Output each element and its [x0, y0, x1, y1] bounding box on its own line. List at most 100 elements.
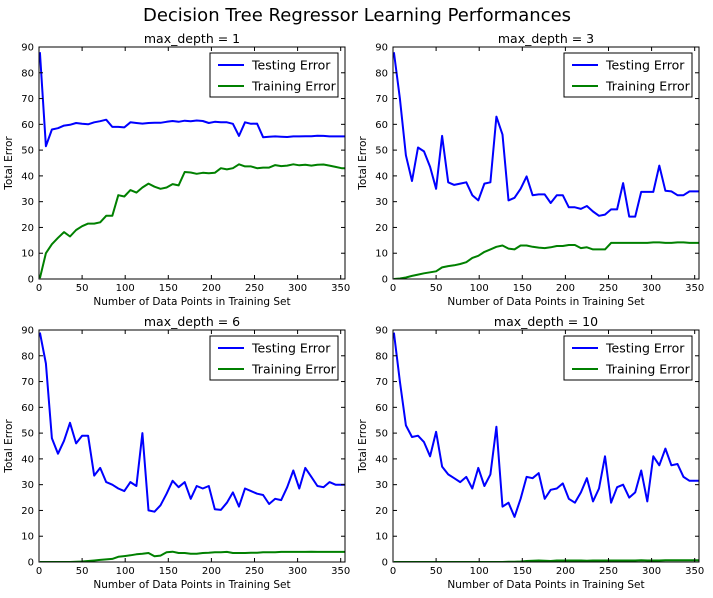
y-tick-label: 80: [21, 351, 34, 362]
training-error-line: [39, 550, 345, 562]
x-tick-label: 350: [685, 566, 704, 577]
x-tick-label: 200: [556, 283, 575, 294]
y-tick-label: 0: [382, 275, 388, 286]
subplot-title: max_depth = 10: [494, 314, 598, 329]
y-tick-label: 10: [375, 532, 388, 543]
axes-frame: [392, 329, 700, 563]
y-axis-label: Total Error: [357, 419, 369, 474]
x-tick-label: 50: [76, 283, 89, 294]
subplot-title: max_depth = 6: [144, 314, 240, 329]
subplot-title: max_depth = 3: [498, 31, 594, 46]
subplot-grid: max_depth = 10 50 100 150 200 250 300 350010203…: [3, 31, 704, 591]
x-tick-label: 250: [245, 283, 264, 294]
x-tick-label: 350: [331, 283, 350, 294]
subplot-4: max_depth = 10 0 50 100 150 200 250 300 350 0 10 20…: [357, 314, 704, 591]
y-tick-label: 20: [375, 223, 388, 234]
x-tick-label: 150: [159, 566, 178, 577]
legend-label: Testing Error: [605, 341, 685, 356]
x-axis-label: Number of Data Points in Training Set: [447, 579, 644, 591]
x-axis-label: Number of Data Points in Training Set: [93, 579, 290, 591]
x-axis-label: Number of Data Points in Training Set: [447, 296, 644, 308]
testing-error-line: [393, 332, 699, 518]
x-tick-label: 200: [202, 566, 221, 577]
training-error-line: [393, 241, 699, 279]
subplot-3: max_depth = 6 0 50 100 150 200 250 300 350 0 10 20 3…: [3, 314, 350, 591]
y-tick-label: 10: [21, 532, 34, 543]
legend-label: Training Error: [605, 362, 691, 377]
x-tick-label: 100: [470, 566, 489, 577]
legend: Testing Error Training Error: [563, 335, 693, 381]
legend-label: Testing Error: [605, 58, 685, 73]
legend: Testing Error Training Error: [209, 52, 339, 98]
subplot-title: max_depth = 1: [144, 31, 240, 46]
legend-label: Testing Error: [251, 341, 331, 356]
y-tick-label: 40: [21, 454, 34, 465]
axes-frame: [38, 46, 346, 280]
x-tick-label: 200: [202, 283, 221, 294]
testing-error-line: [393, 52, 699, 218]
x-tick-label: 250: [599, 283, 618, 294]
y-tick-label: 70: [375, 94, 388, 105]
x-tick-label: 0: [390, 566, 396, 577]
x-tick-label: 150: [159, 283, 178, 294]
y-tick-label: 90: [21, 326, 34, 337]
y-tick-label: 70: [375, 377, 388, 388]
axes-frame: [38, 329, 346, 563]
x-tick-label: 100: [470, 283, 489, 294]
y-tick-label: 50: [375, 146, 388, 157]
legend-label: Training Error: [251, 79, 337, 94]
legend-box: [209, 52, 339, 98]
x-tick-label: 50: [430, 566, 443, 577]
y-tick-label: 70: [21, 94, 34, 105]
y-tick-label: 60: [375, 120, 388, 131]
y-tick-label: 20: [375, 506, 388, 517]
legend-box: [563, 52, 693, 98]
y-tick-label: 80: [375, 68, 388, 79]
series-lines: [393, 52, 699, 279]
y-tick-label: 70: [21, 377, 34, 388]
testing-error-line: [39, 332, 345, 513]
x-tick-label: 200: [556, 566, 575, 577]
y-tick-label: 0: [28, 558, 34, 569]
legend-box: [209, 335, 339, 381]
y-tick-label: 40: [21, 171, 34, 182]
legend: Testing Error Training Error: [563, 52, 693, 98]
testing-error-line: [39, 52, 345, 148]
y-tick-label: 90: [375, 326, 388, 337]
axes-frame: [392, 46, 700, 280]
x-tick-label: 300: [642, 283, 661, 294]
series-lines: [39, 52, 345, 279]
x-tick-label: 250: [599, 566, 618, 577]
subplot-2: max_depth = 3 0 50 100 150 200 250 300 350 0 10 20 3…: [357, 31, 704, 308]
legend: Testing Error Training Error: [209, 335, 339, 381]
y-tick-label: 80: [375, 351, 388, 362]
x-tick-label: 150: [513, 283, 532, 294]
y-tick-label: 90: [375, 43, 388, 54]
x-tick-label: 300: [288, 283, 307, 294]
y-tick-label: 30: [375, 480, 388, 491]
y-tick-label: 60: [375, 403, 388, 414]
y-tick-label: 40: [375, 171, 388, 182]
y-tick-label: 50: [21, 429, 34, 440]
x-tick-label: 300: [288, 566, 307, 577]
figure-title: Decision Tree Regressor Learning Perform…: [143, 5, 571, 26]
x-axis-label: Number of Data Points in Training Set: [93, 296, 290, 308]
legend-label: Training Error: [251, 362, 337, 377]
y-tick-label: 80: [21, 68, 34, 79]
x-tick-label: 350: [685, 283, 704, 294]
legend-label: Training Error: [605, 79, 691, 94]
y-tick-label: 90: [21, 43, 34, 54]
x-tick-label: 350: [331, 566, 350, 577]
y-axis-label: Total Error: [357, 136, 369, 191]
x-tick-label: 0: [36, 566, 42, 577]
training-error-line: [393, 559, 699, 562]
y-axis-label: Total Error: [3, 136, 15, 191]
x-tick-label: 250: [245, 566, 264, 577]
x-tick-label: 0: [36, 283, 42, 294]
subplot-1: max_depth = 1 0 50 100 150 200 250 300 350 0 10 20 3…: [3, 31, 350, 308]
x-tick-label: 300: [642, 566, 661, 577]
y-tick-label: 0: [382, 558, 388, 569]
y-axis-label: Total Error: [3, 419, 15, 474]
y-tick-label: 50: [375, 429, 388, 440]
